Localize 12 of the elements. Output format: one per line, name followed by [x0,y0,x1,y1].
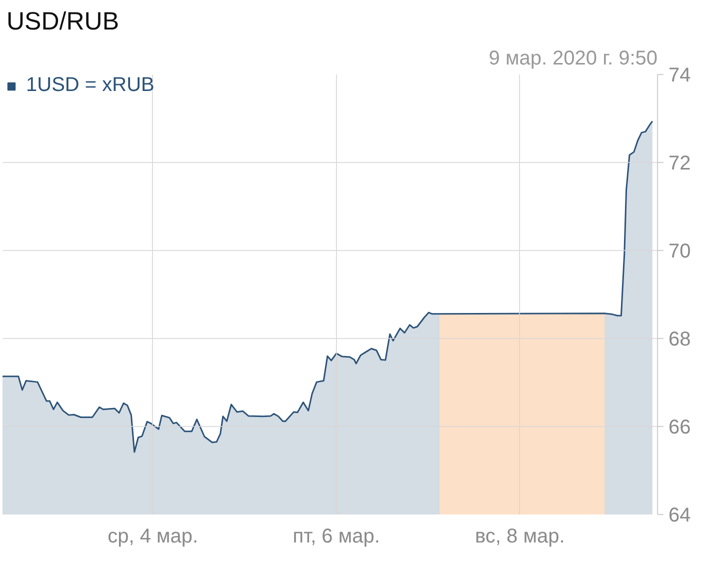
chart-title: USD/RUB [6,8,120,36]
text: 9 мар. 2020 г. 9:50 [488,48,658,70]
y-tick-label: 72 [668,152,691,174]
x-tick-label: ср, 4 мар. [108,526,198,548]
y-tick-label: 64 [668,504,691,526]
y-tick-label: 70 [668,240,691,262]
x-tick-label: вс, 8 мар. [475,526,565,548]
legend-label: 1USD = xRUB [26,74,154,97]
y-tick-label: 68 [668,328,691,350]
y-tick-label: 66 [668,416,691,438]
x-tick-label: пт, 6 мар. [292,526,380,548]
y-tick-label: 74 [668,64,691,86]
